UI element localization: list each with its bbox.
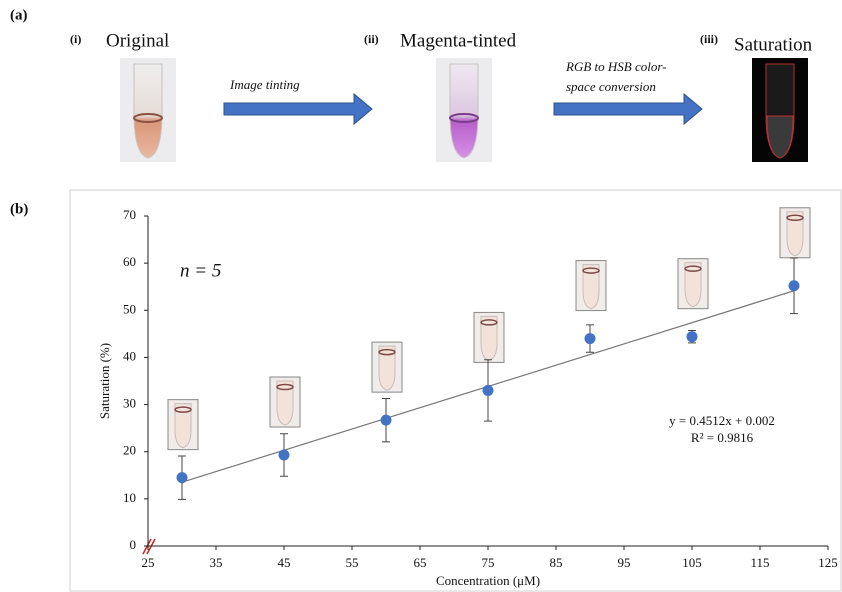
y-tick-label: 40 [123,348,136,363]
trend-equation: y = 0.4512x + 0.002 [669,413,775,428]
step-title: Saturation [734,34,813,55]
data-point [687,331,698,342]
x-tick-label: 45 [278,555,291,570]
arrow [554,94,702,124]
x-tick-label: 25 [142,555,155,570]
arrow-label: Image tinting [229,77,300,92]
x-tick-label: 115 [750,555,769,570]
y-tick-label: 20 [123,443,136,458]
tube [277,381,293,425]
tube [379,346,395,390]
annotation: n = 5 [180,260,221,281]
data-point [789,280,800,291]
data-point [381,415,392,426]
x-tick-label: 55 [346,555,359,570]
x-tick-label: 65 [414,555,427,570]
chart-frame [70,190,841,591]
x-tick-label: 85 [550,555,563,570]
x-tick-label: 95 [618,555,631,570]
data-point [483,385,494,396]
panel-label: (b) [10,201,28,217]
y-tick-label: 50 [123,301,136,316]
tube [685,263,701,307]
trend-r2: R² = 0.9816 [691,430,754,445]
step-index: (ii) [364,32,379,46]
y-axis-title: Saturation (%) [97,343,112,419]
tube [583,265,599,309]
step-index: (i) [70,32,81,46]
tube [787,212,803,256]
x-tick-label: 125 [818,555,838,570]
y-tick-label: 70 [123,207,136,222]
arrow-label: space conversion [566,79,656,94]
step-title: Magenta-tinted [400,30,517,51]
arrow-label: RGB to HSB color- [565,59,666,74]
arrow [224,94,372,124]
tube [481,316,497,360]
x-tick-label: 35 [210,555,223,570]
tube [450,64,478,158]
y-tick-label: 30 [123,396,136,411]
x-tick-label: 105 [682,555,702,570]
x-axis-title: Concentration (μM) [436,573,540,588]
tube [175,404,191,448]
y-tick-label: 10 [123,490,136,505]
x-tick-label: 75 [482,555,495,570]
data-point [177,472,188,483]
figure: (a) (i) Original Image tinting (ii) Mage… [0,0,842,592]
step-title: Original [106,30,169,51]
y-tick-label: 0 [130,537,137,552]
data-point [585,333,596,344]
tube [134,64,162,158]
step-index: (iii) [700,32,718,46]
data-point [279,450,290,461]
panel-label: (a) [10,7,28,23]
y-tick-label: 60 [123,254,136,269]
